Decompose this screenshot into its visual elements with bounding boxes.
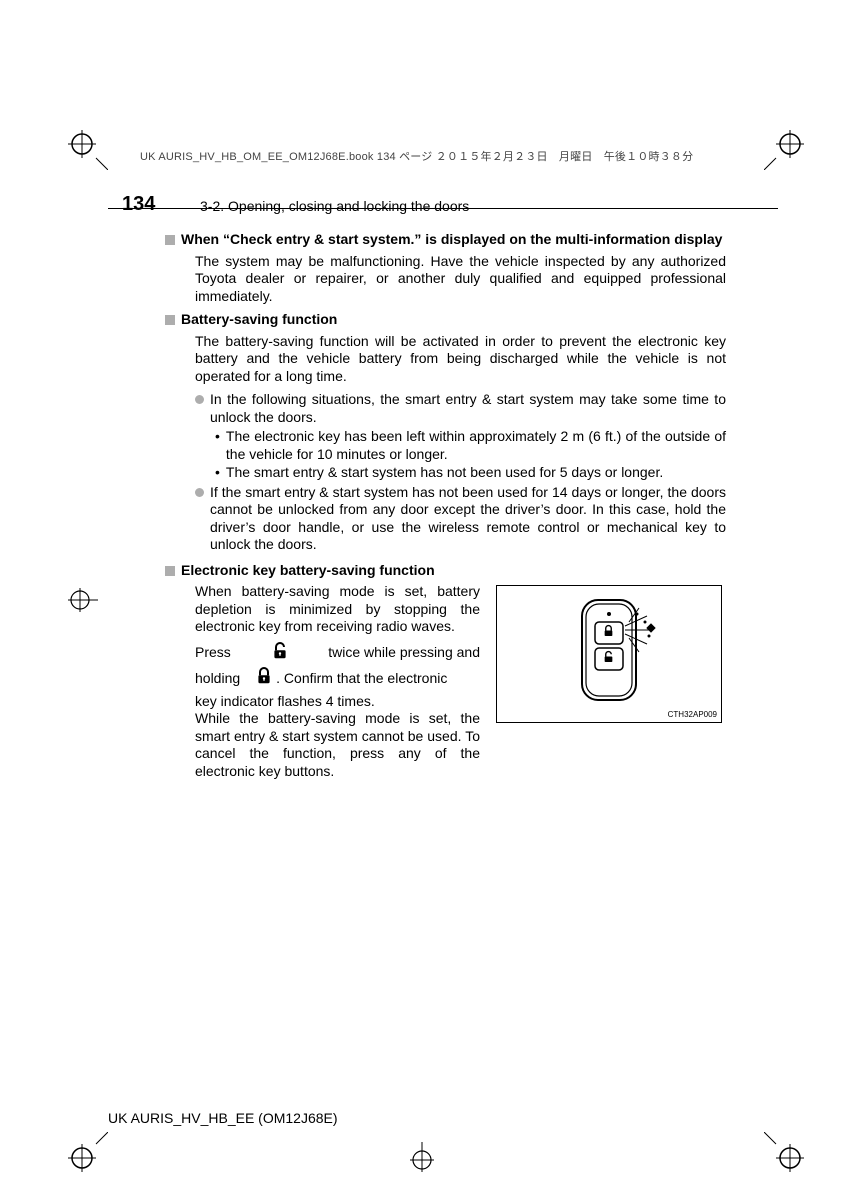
two-column-layout: When battery-saving mode is set, battery… [165,583,726,780]
sub-text: The smart entry & start system has not b… [226,464,726,482]
instruction-holding-line: holding . Confirm that the electronic [195,667,480,690]
key-fob-figure: CTH32AP009 [496,585,722,723]
square-bullet-icon [165,566,175,576]
ekey-paragraph-1: When battery-saving mode is set, battery… [195,583,480,636]
square-bullet-icon [165,235,175,245]
page-root: { "meta": { "print_header": "UK AURIS_HV… [0,0,848,1200]
heading-check-system: When “Check entry & start system.” is di… [165,231,726,249]
dot-icon: • [215,428,220,463]
sub-bullet-5days: • The smart entry & start system has not… [215,464,726,482]
registration-mark-bottom-left [68,1132,108,1172]
registration-mark-bottom-right [764,1132,804,1172]
right-column: CTH32AP009 [496,583,726,780]
sub-bullet-key-left: • The electronic key has been left withi… [215,428,726,463]
unlock-icon [272,642,288,665]
flash-text: key indicator flashes 4 times. [195,693,480,711]
key-fob-illustration-icon [497,586,721,722]
heading-text: When “Check entry & start system.” is di… [181,231,726,249]
twice-text: twice while pressing and [328,644,480,662]
section-title: 3-2. Opening, closing and locking the do… [200,198,469,214]
bullet-14days: If the smart entry & start system has no… [195,484,726,554]
figure-label: CTH32AP009 [668,710,717,720]
heading-battery-saving: Battery-saving function [165,311,726,329]
circle-bullet-icon [195,488,204,497]
content-area: When “Check entry & start system.” is di… [165,225,726,780]
confirm-text: . Confirm that the electronic [276,670,447,688]
instruction-press-line: Press twice while pressing and [195,642,480,665]
bullet-unlock-delay: In the following situations, the smart e… [195,391,726,426]
sub-text: The electronic key has been left within … [226,428,726,463]
press-word: Press [195,644,231,662]
square-bullet-icon [165,315,175,325]
registration-mark-top-left [68,130,108,170]
heading-text: Electronic key battery-saving function [181,562,726,580]
left-column: When battery-saving mode is set, battery… [165,583,496,780]
paragraph-system-malfunction: The system may be malfunctioning. Have t… [195,253,726,306]
holding-word: holding [195,670,240,688]
heading-ekey-battery-saving: Electronic key battery-saving function [165,562,726,580]
heading-text: Battery-saving function [181,311,726,329]
footer-doc-id: UK AURIS_HV_HB_EE (OM12J68E) [108,1110,338,1126]
bullet-text: If the smart entry & start system has no… [210,484,726,554]
ekey-paragraph-2: While the battery-saving mode is set, th… [195,710,480,780]
bullet-text: In the following situations, the smart e… [210,391,726,426]
registration-mark-top-right [764,130,804,170]
header-rule [108,208,778,209]
page-number: 134 [122,193,155,216]
print-meta-line: UK AURIS_HV_HB_OM_EE_OM12J68E.book 134 ペ… [140,148,693,164]
registration-mark-left [68,588,98,618]
lock-icon [256,667,272,690]
registration-mark-center-bottom [410,1142,440,1172]
dot-icon: • [215,464,220,482]
paragraph-battery-saving-desc: The battery-saving function will be acti… [195,333,726,386]
circle-bullet-icon [195,395,204,404]
